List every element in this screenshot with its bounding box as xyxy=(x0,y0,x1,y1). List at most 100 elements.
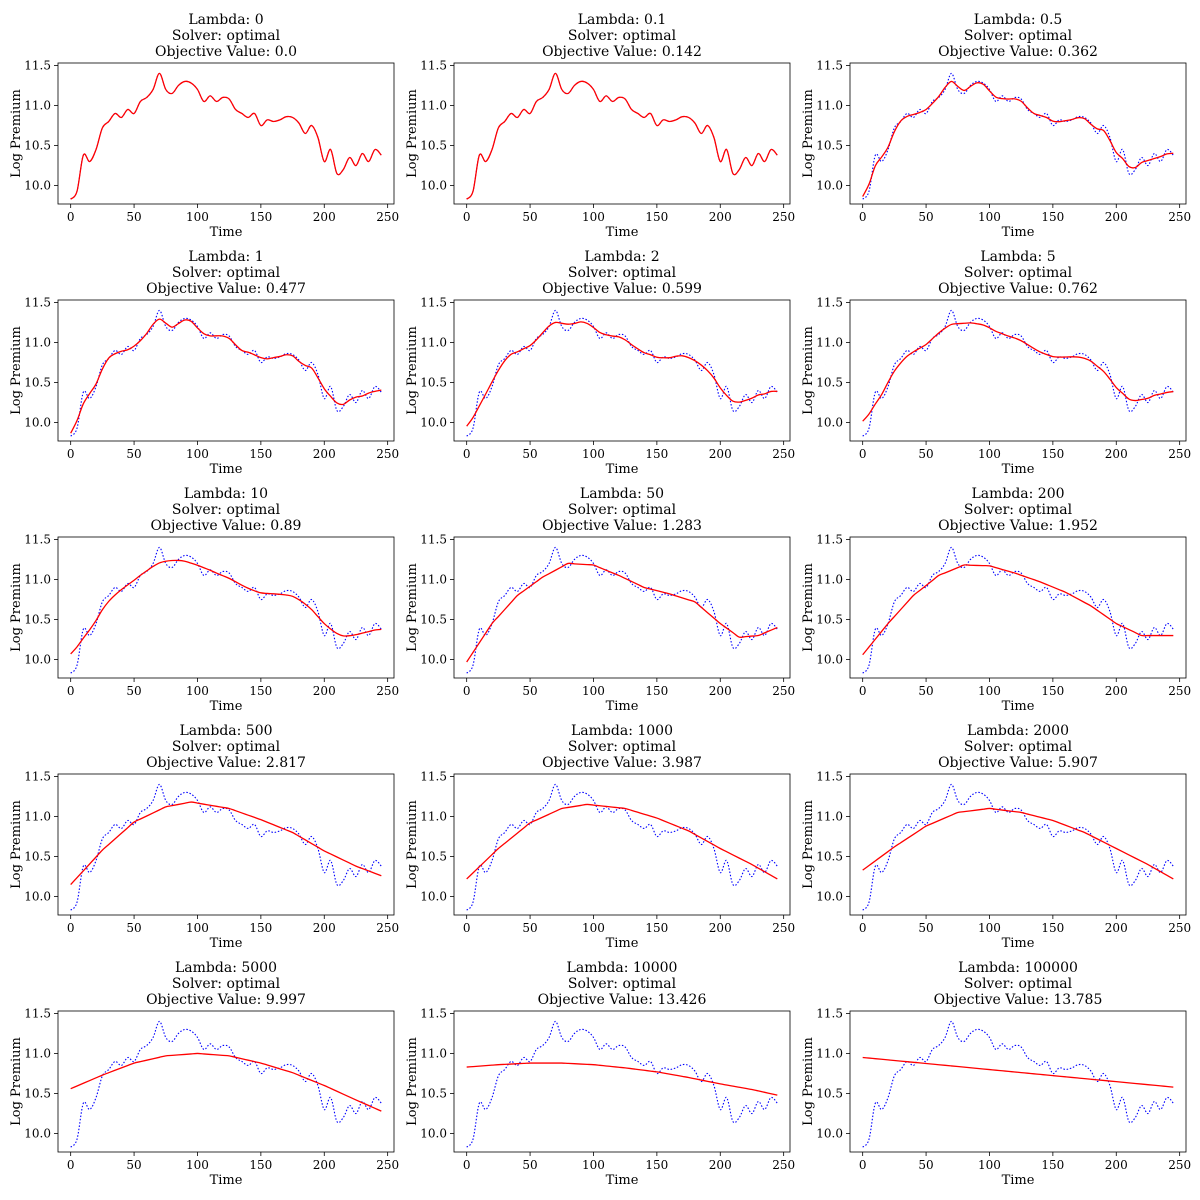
plot-frame xyxy=(849,536,1187,679)
x-tick-label: 250 xyxy=(376,1158,399,1172)
y-tick-label: 11.5 xyxy=(24,532,51,546)
x-tick-label: 150 xyxy=(249,684,272,698)
y-tick-label: 10.0 xyxy=(24,653,51,667)
x-tick-label: 250 xyxy=(772,210,795,224)
x-tick-label: 150 xyxy=(645,921,668,935)
y-axis-label: Log Premium xyxy=(801,89,816,178)
x-tick-label: 250 xyxy=(1168,684,1191,698)
fitted-series-line xyxy=(70,1052,382,1112)
panel-objective-title: Objective Value: 9.997 xyxy=(146,992,306,1008)
y-tick-label: 11.0 xyxy=(816,572,843,586)
y-tick-label: 10.0 xyxy=(816,890,843,904)
x-axis-label: Time xyxy=(210,225,243,240)
plot-frame xyxy=(453,536,791,679)
y-tick-label: 10.5 xyxy=(420,376,447,390)
panel-objective-title: Objective Value: 0.599 xyxy=(542,281,702,297)
x-tick-label: 100 xyxy=(978,210,1001,224)
x-tick-label: 50 xyxy=(918,210,933,224)
y-tick-label: 11.5 xyxy=(24,58,51,72)
x-tick-label: 200 xyxy=(313,1158,336,1172)
y-tick-label: 10.5 xyxy=(420,139,447,153)
x-tick-label: 150 xyxy=(249,1158,272,1172)
y-tick-label: 10.5 xyxy=(24,139,51,153)
panel-objective-title: Objective Value: 13.785 xyxy=(934,992,1103,1008)
x-tick-label: 50 xyxy=(918,921,933,935)
observed-series-line xyxy=(70,1020,382,1148)
fitted-series-line xyxy=(70,318,382,434)
panel-solver-title: Solver: optimal xyxy=(568,28,677,44)
y-tick-label: 11.5 xyxy=(420,769,447,783)
y-axis-label: Log Premium xyxy=(801,563,816,652)
x-tick-label: 100 xyxy=(978,447,1001,461)
y-axis-label: Log Premium xyxy=(405,800,420,889)
y-tick-label: 10.5 xyxy=(420,850,447,864)
x-tick-label: 100 xyxy=(186,210,209,224)
x-tick-label: 250 xyxy=(1168,210,1191,224)
plot-frame xyxy=(849,299,1187,442)
fitted-series-line xyxy=(466,562,778,663)
panel-objective-title: Objective Value: 0.477 xyxy=(146,281,306,297)
y-tick-label: 10.5 xyxy=(816,613,843,627)
fitted-series-line xyxy=(466,72,778,200)
fitted-series-line xyxy=(466,803,778,880)
y-axis-label: Log Premium xyxy=(9,1037,24,1126)
x-tick-label: 50 xyxy=(126,684,141,698)
plot-frame xyxy=(453,62,791,205)
x-tick-label: 200 xyxy=(1105,210,1128,224)
plot-frame xyxy=(57,536,395,679)
x-tick-label: 0 xyxy=(67,921,75,935)
panel-objective-title: Objective Value: 0.762 xyxy=(938,281,1098,297)
x-tick-label: 200 xyxy=(709,1158,732,1172)
y-tick-label: 10.5 xyxy=(816,376,843,390)
y-tick-label: 11.5 xyxy=(420,58,447,72)
x-axis-label: Time xyxy=(606,225,639,240)
x-tick-label: 50 xyxy=(126,210,141,224)
x-axis-label: Time xyxy=(606,699,639,714)
x-tick-label: 100 xyxy=(186,921,209,935)
x-tick-label: 100 xyxy=(582,921,605,935)
panel-solver-title: Solver: optimal xyxy=(964,265,1073,281)
fitted-series-line xyxy=(862,807,1174,880)
x-tick-label: 200 xyxy=(709,210,732,224)
x-tick-label: 100 xyxy=(978,684,1001,698)
panel-objective-title: Objective Value: 1.952 xyxy=(938,518,1098,534)
y-tick-label: 10.5 xyxy=(816,850,843,864)
panel-solver-title: Solver: optimal xyxy=(964,502,1073,518)
x-axis-label: Time xyxy=(606,462,639,477)
x-tick-label: 250 xyxy=(376,921,399,935)
plot-frame xyxy=(57,773,395,916)
x-tick-label: 200 xyxy=(1105,1158,1128,1172)
plot-frame xyxy=(849,62,1187,205)
plot-frame xyxy=(453,773,791,916)
y-tick-label: 10.0 xyxy=(24,890,51,904)
x-tick-label: 0 xyxy=(67,210,75,224)
x-tick-label: 100 xyxy=(186,447,209,461)
y-tick-label: 11.0 xyxy=(420,572,447,586)
y-tick-label: 10.0 xyxy=(816,653,843,667)
x-tick-label: 250 xyxy=(376,210,399,224)
x-tick-label: 200 xyxy=(709,684,732,698)
y-tick-label: 10.5 xyxy=(420,613,447,627)
observed-series-line xyxy=(466,783,778,911)
panel-solver-title: Solver: optimal xyxy=(964,28,1073,44)
y-tick-label: 11.5 xyxy=(816,532,843,546)
y-tick-label: 11.0 xyxy=(24,809,51,823)
y-axis-label: Log Premium xyxy=(9,89,24,178)
x-tick-label: 100 xyxy=(582,447,605,461)
observed-series-line xyxy=(70,72,382,200)
panel-lambda-title: Lambda: 0.1 xyxy=(578,12,667,28)
x-tick-label: 0 xyxy=(463,447,471,461)
x-tick-label: 250 xyxy=(1168,921,1191,935)
x-axis-label: Time xyxy=(1002,462,1035,477)
x-tick-label: 0 xyxy=(67,1158,75,1172)
y-tick-label: 10.0 xyxy=(816,1127,843,1141)
y-tick-label: 11.5 xyxy=(24,1006,51,1020)
plot-frame xyxy=(57,299,395,442)
x-tick-label: 150 xyxy=(645,210,668,224)
